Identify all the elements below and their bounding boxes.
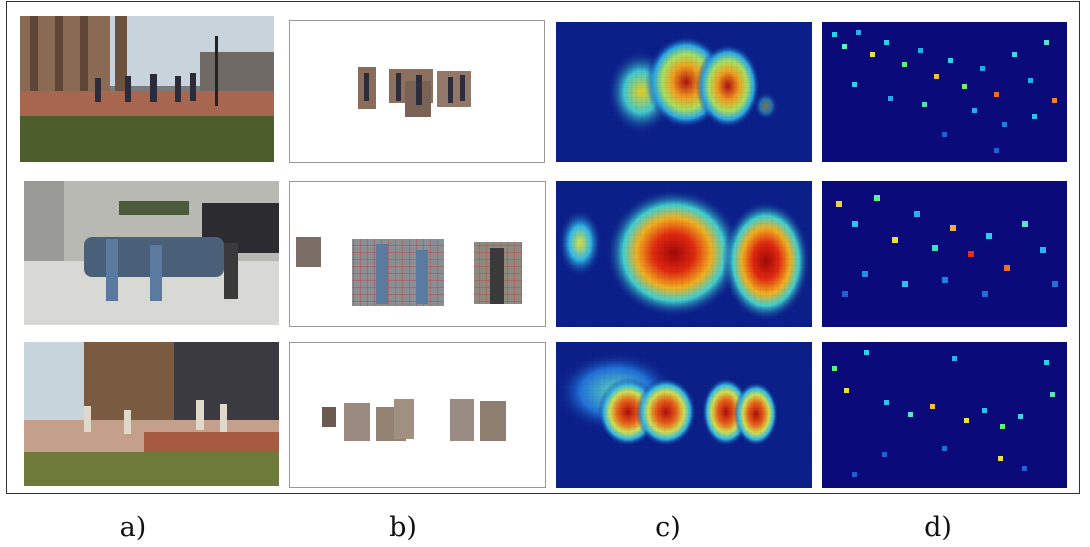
sparse-feature-map-row3 (822, 342, 1067, 488)
scene-photo-row1 (20, 16, 274, 162)
panel-label-b: b) (389, 512, 417, 543)
panel-label-d: d) (924, 512, 952, 543)
panel-label-a: a) (119, 512, 147, 543)
scene-photo-row2 (24, 181, 279, 325)
figure-frame (6, 1, 1080, 494)
person-crops-row2 (289, 181, 546, 327)
density-heatmap-row3 (556, 342, 812, 488)
sparse-feature-map-row2 (822, 181, 1067, 327)
density-heatmap-row2 (556, 181, 812, 327)
density-heatmap-row1 (556, 22, 812, 162)
sparse-feature-map-row1 (822, 22, 1067, 162)
person-crops-row3 (289, 342, 546, 488)
scene-photo-row3 (24, 342, 279, 486)
person-crops-row1 (289, 20, 545, 163)
panel-label-c: c) (655, 512, 681, 543)
